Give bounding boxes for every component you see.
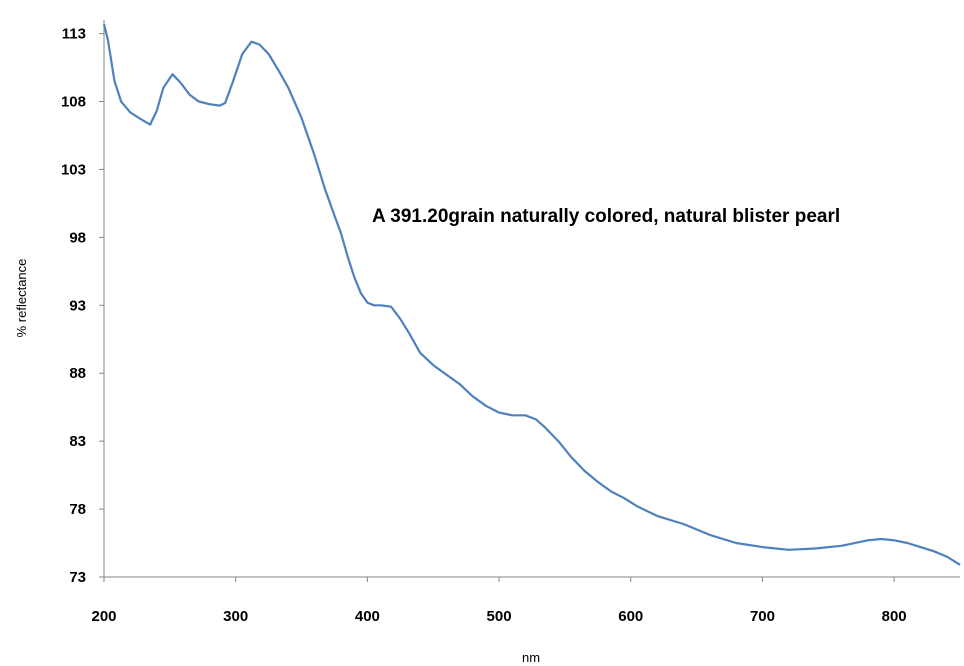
y-tick-label: 103	[61, 161, 86, 178]
x-tick-label: 800	[882, 608, 907, 625]
y-tick-label: 83	[69, 433, 86, 450]
y-tick-label: 78	[69, 501, 86, 518]
y-tick-label: 108	[61, 94, 86, 111]
tick-labels: 200 300 400 500 600 700 800 73 78 83 88 93 98 103 108 1…	[61, 26, 907, 625]
x-axis-title: nm	[522, 650, 540, 665]
y-tick-label: 73	[69, 569, 86, 586]
y-tick-label: 93	[69, 297, 86, 314]
x-tick-label: 200	[91, 608, 116, 625]
x-tick-label: 400	[355, 608, 380, 625]
x-tick-label: 600	[618, 608, 643, 625]
y-axis-title: % reflectance	[14, 259, 29, 338]
chart-annotation: A 391.20grain naturally colored, natural…	[372, 206, 840, 227]
series-line-reflectance	[102, 23, 961, 566]
x-tick-label: 500	[487, 608, 512, 625]
tick-marks	[99, 33, 895, 582]
y-tick-label: 98	[69, 229, 86, 246]
y-tick-label: 88	[69, 365, 86, 382]
x-tick-label: 700	[750, 608, 775, 625]
y-tick-label: 113	[62, 26, 86, 43]
x-tick-label: 300	[223, 608, 248, 625]
